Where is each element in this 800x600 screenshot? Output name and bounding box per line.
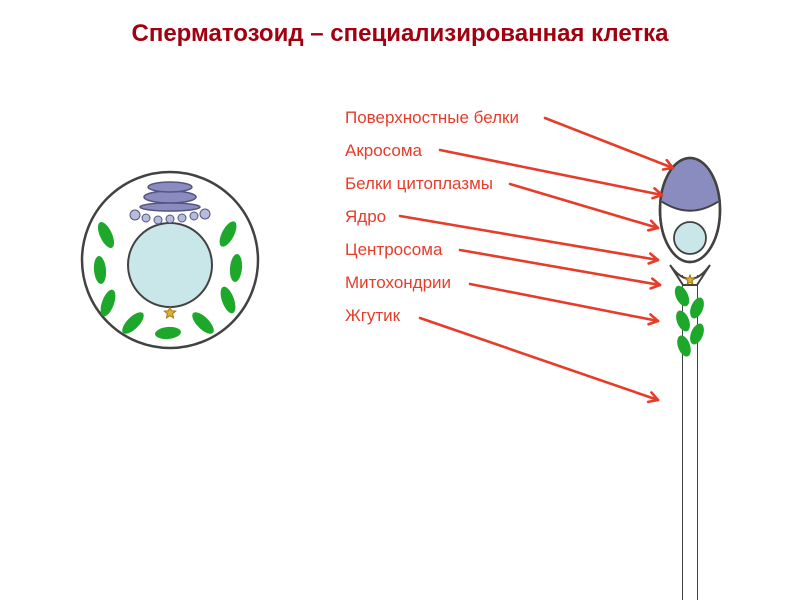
diagram-container: Сперматозоид – специализированная клетка…	[0, 0, 800, 600]
labels-column: Поверхностные белки Акросома Белки цитопла…	[345, 108, 519, 326]
label-flagellum: Жгутик	[345, 306, 519, 326]
sperm-cell	[660, 158, 720, 600]
label-centrosome: Центросома	[345, 240, 519, 260]
label-surface_proteins: Поверхностные белки	[345, 108, 519, 128]
label-mitochondria: Митохондрии	[345, 273, 519, 293]
label-cyto_proteins: Белки цитоплазмы	[345, 174, 519, 194]
label-acrosome: Акросома	[345, 141, 519, 161]
label-nucleus: Ядро	[345, 207, 519, 227]
generic-cell	[82, 172, 258, 348]
